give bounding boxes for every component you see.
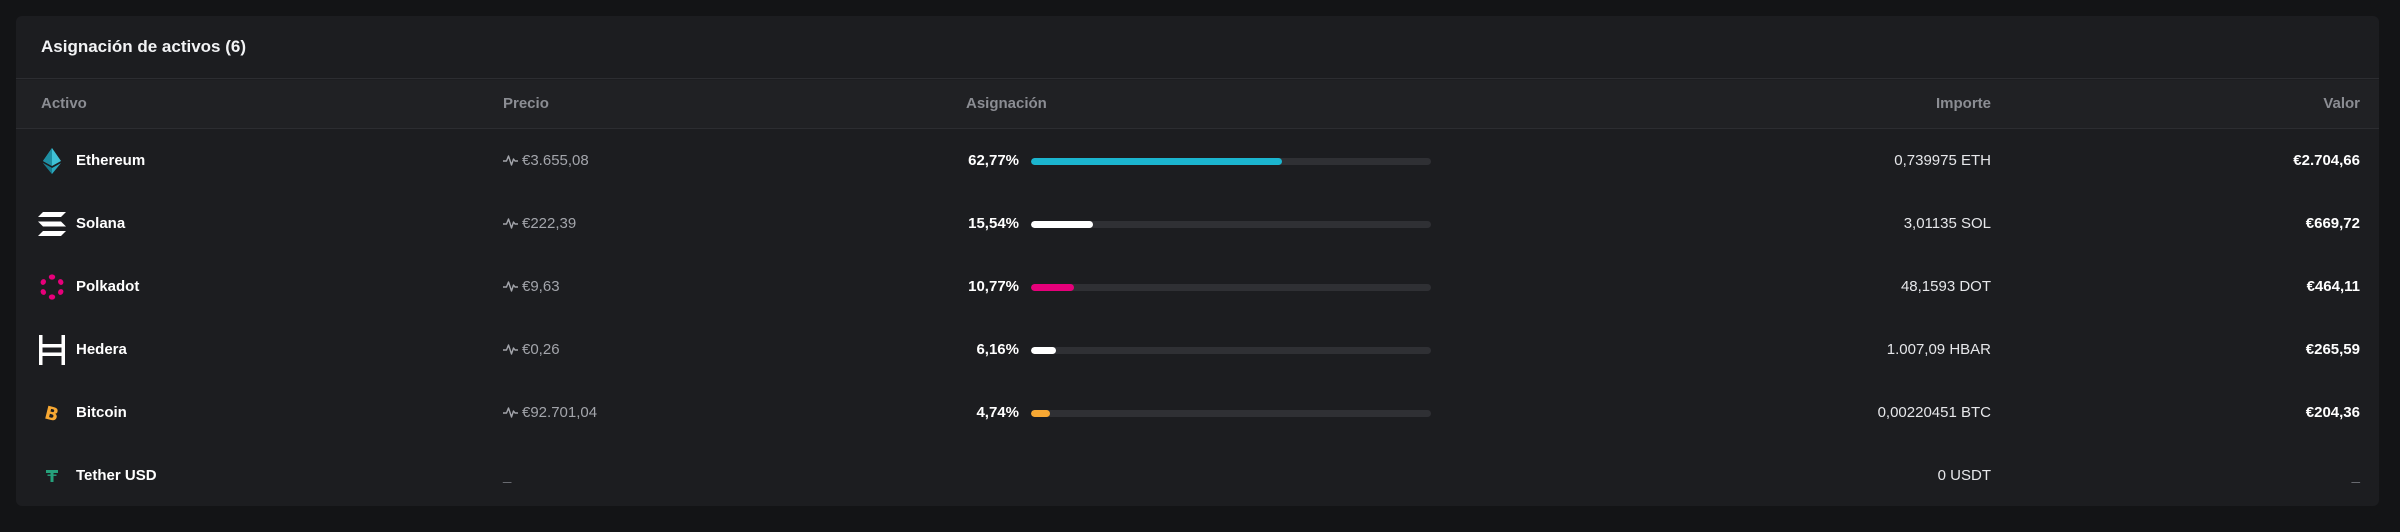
price-chart-icon[interactable] (503, 154, 522, 167)
allocation-bar-fill (1031, 284, 1075, 291)
asset-price: €3.655,08 (522, 152, 589, 169)
price-cell: €3.655,08 (503, 129, 589, 192)
price-cell: _ (503, 444, 511, 506)
asset-value: _ (2351, 467, 2360, 484)
asset-value: €2.704,66 (2293, 152, 2360, 169)
price-cell: €92.701,04 (503, 381, 597, 444)
asset-cell: Hedera (36, 318, 127, 381)
hedera-icon (36, 334, 68, 366)
allocation-bar-fill (1031, 158, 1283, 165)
asset-allocation-panel: Asignación de activos (6) Activo Precio … (16, 16, 2379, 506)
column-header-asset[interactable]: Activo (41, 95, 87, 112)
table-row[interactable]: Tether USD _ 0 USDT _ (16, 444, 2379, 506)
allocation-bar-track (1031, 410, 1431, 417)
svg-text:B: B (44, 403, 60, 423)
panel-title: Asignación de activos (6) (41, 37, 246, 56)
asset-cell: Polkadot (36, 255, 139, 318)
asset-value: €204,36 (2305, 404, 2360, 421)
allocation-bar-fill (1031, 410, 1050, 417)
asset-price: €222,39 (522, 215, 577, 232)
price-cell: €222,39 (503, 192, 576, 255)
allocation-bar-fill (1031, 347, 1056, 354)
column-header-value[interactable]: Valor (2323, 95, 2360, 112)
column-header-price[interactable]: Precio (503, 95, 549, 112)
allocation-percent: 62,77% (968, 152, 1019, 169)
asset-amount: 48,1593 DOT (1900, 278, 1991, 295)
ethereum-icon (36, 145, 68, 177)
allocation-bar-track (1031, 158, 1431, 165)
bitcoin-icon: B (36, 397, 68, 429)
asset-value: €265,59 (2305, 341, 2360, 358)
allocation-bar-fill (1031, 221, 1094, 228)
price-cell: €9,63 (503, 255, 560, 318)
asset-price: _ (503, 467, 512, 484)
panel-header: Asignación de activos (6) (16, 16, 2379, 79)
asset-price: €0,26 (522, 341, 560, 358)
price-chart-icon[interactable] (503, 406, 522, 419)
allocation-bar-track (1031, 347, 1431, 354)
asset-name: Polkadot (76, 278, 140, 295)
asset-name: Hedera (76, 341, 127, 358)
asset-name: Tether USD (76, 467, 157, 484)
solana-icon (36, 208, 68, 240)
table-row[interactable]: Ethereum €3.655,08 62,77% 0,739975 ETH €2.70… (16, 129, 2379, 192)
asset-cell: B Bitcoin (36, 381, 127, 444)
table-header: Activo Precio Asignación Importe Valor (16, 80, 2379, 129)
polkadot-icon (36, 271, 68, 303)
asset-value: €669,72 (2305, 215, 2360, 232)
tether-icon (36, 460, 68, 492)
asset-cell: Ethereum (36, 129, 145, 192)
allocation-percent: 10,77% (968, 278, 1019, 295)
asset-value: €464,11 (2306, 278, 2360, 295)
price-cell: €0,26 (503, 318, 560, 381)
asset-name: Ethereum (76, 152, 146, 169)
asset-amount: 0,739975 ETH (1894, 152, 1991, 169)
allocation-percent: 4,74% (976, 404, 1019, 421)
allocation-bar-track (1031, 221, 1431, 228)
allocation-percent: 15,54% (968, 215, 1019, 232)
table-row[interactable]: Polkadot €9,63 10,77% 48,1593 DOT €464,11 (16, 255, 2379, 318)
table-row[interactable]: Solana €222,39 15,54% 3,01135 SOL €669,72 (16, 192, 2379, 255)
price-chart-icon[interactable] (503, 217, 522, 230)
asset-name: Bitcoin (76, 404, 127, 421)
asset-cell: Tether USD (36, 444, 157, 506)
asset-amount: 0 USDT (1937, 467, 1991, 484)
asset-price: €9,63 (522, 278, 560, 295)
asset-price: €92.701,04 (522, 404, 598, 421)
price-chart-icon[interactable] (503, 343, 522, 356)
column-header-amount[interactable]: Importe (1935, 95, 1991, 112)
price-chart-icon[interactable] (503, 280, 522, 293)
asset-amount: 1.007,09 HBAR (1886, 341, 1991, 358)
asset-cell: Solana (36, 192, 125, 255)
asset-amount: 3,01135 SOL (1903, 215, 1991, 232)
asset-name: Solana (76, 215, 126, 232)
asset-amount: 0,00220451 BTC (1877, 404, 1991, 421)
table-row[interactable]: Hedera €0,26 6,16% 1.007,09 HBAR €265,59 (16, 318, 2379, 381)
table-row[interactable]: B Bitcoin €92.701,04 4,74% 0,00220451 BTC €20… (16, 381, 2379, 444)
column-header-allocation[interactable]: Asignación (966, 95, 1047, 112)
allocation-percent: 6,16% (976, 341, 1019, 358)
allocation-bar-track (1031, 284, 1431, 291)
